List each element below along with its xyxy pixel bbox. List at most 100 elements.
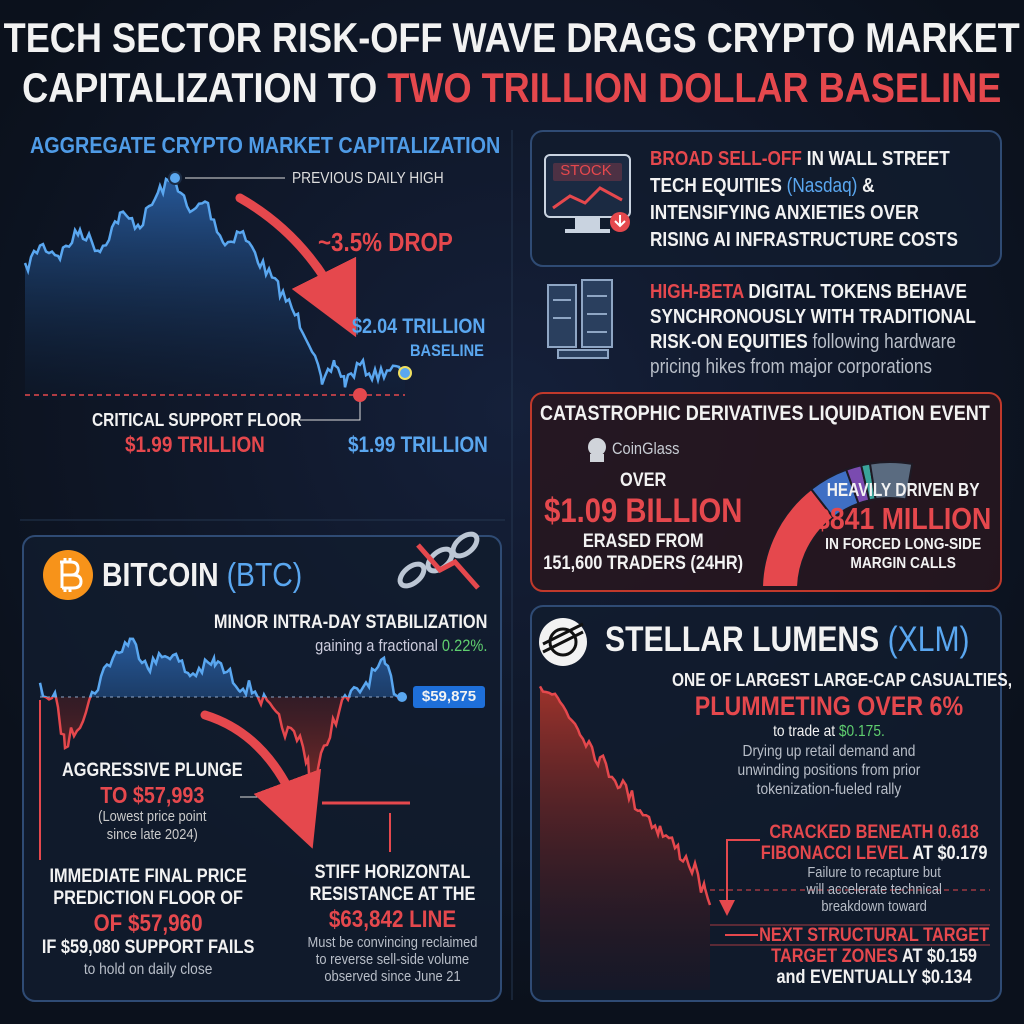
text-line: ONE OF LARGEST LARGE-CAP CASUALTIES, [672,670,1013,690]
text-line: STIFF HORIZONTAL [314,862,471,883]
coin-ticker: (XLM) [887,620,970,659]
text-line: NEXT STRUCTURAL TARGET [759,925,990,946]
text-line: TECH EQUITIES (Nasdaq) & [650,173,958,200]
server-icon [547,279,613,359]
text-line: HIGH-BETA DIGITAL TOKENS BEHAVE [650,280,976,305]
text-block: ONE OF LARGEST LARGE-CAP CASUALTIES, PLU… [672,670,1013,799]
big-number: PLUMMETING OVER 6% [694,691,964,721]
text-line: CRACKED BENEATH 0.618 [769,822,979,843]
annotation: $1.99 TRILLION [125,432,265,457]
text-line: Failure to recapture but [807,864,941,881]
text-block: BROAD SELL-OFF IN WALL STREET TECH EQUIT… [650,146,958,254]
text-line: (Lowest price point [98,808,207,826]
title-highlight: TWO TRILLION DOLLAR BASELINE [387,64,1002,111]
text-line: RISK-ON EQUITIES following hardware [650,330,976,355]
bitcoin-panel [22,535,502,1002]
annotation: $2.04 TRILLION [352,315,486,338]
text-block: HEAVILY DRIVEN BY $841 MILLION IN FORCED… [815,480,991,573]
coin-name: BITCOIN [102,556,219,593]
text-line: will accelerate technical [806,881,942,898]
big-number: $1.09 BILLION [544,491,743,530]
text: gaining a fractional [315,636,442,655]
title-line: CAPITALIZATION TO TWO TRILLION DOLLAR BA… [0,64,1023,112]
stock-icon [544,154,631,233]
text-line: FIBONACCI LEVEL AT $0.179 [758,843,990,864]
title-text: CAPITALIZATION TO [22,64,378,111]
text-block: IMMEDIATE FINAL PRICE PREDICTION FLOOR O… [32,866,264,981]
gauge-segment [868,461,914,501]
text-line: AGGRESSIVE PLUNGE [62,760,243,781]
text: DIGITAL TOKENS BEHAVE [743,281,967,303]
trace [538,685,712,906]
highlight: BROAD SELL-OFF [650,148,802,170]
big-number: TO $57,993 [100,781,205,808]
annotation: BASELINE [410,341,484,360]
annotation: gaining a fractional 0.22%. [60,636,487,656]
drop-arrow [235,193,357,338]
text-line: IMMEDIATE FINAL PRICE [49,866,247,887]
big-number: $841 MILLION [815,500,992,536]
text-block: AGGRESSIVE PLUNGE TO $57,993 (Lowest pri… [62,760,243,843]
text-line: INTENSIFYING ANXIETIES OVER [650,202,919,224]
text-line: IF $59,080 SUPPORT FAILS [41,937,255,958]
text-block: OVER $1.09 BILLION ERASED FROM 151,600 T… [540,470,746,575]
text-line: pricing hikes from major corporations [650,356,932,378]
coin-title: BITCOIN (BTC) [102,556,302,594]
text: AT $0.159 [897,946,978,967]
annotation: PREVIOUS DAILY HIGH [292,170,444,187]
text-line: to trade at $0.175. [672,721,986,742]
big-number: OF $57,960 [93,910,203,937]
text-line: unwinding positions from prior [737,762,921,779]
coinglass-logo [588,438,606,462]
text: TECH EQUITIES [650,175,787,197]
icon-label: STOCK [560,162,612,179]
annotation: CRITICAL SUPPORT FLOOR [92,410,302,430]
annotation: ~3.5% DROP [318,227,453,257]
text-block: NEXT STRUCTURAL TARGET TARGET ZONES AT $… [758,925,990,988]
annotation: $1.99 TRILLION [348,432,488,457]
title-line: TECH SECTOR RISK-OFF WAVE DRAGS CRYPTO M… [3,14,1020,61]
coin-name: STELLAR LUMENS [605,620,880,659]
coin-title: STELLAR LUMENS (XLM) [605,620,970,660]
text-line: and EVENTUALLY $0.134 [776,967,972,988]
text-line: tokenization-fueled rally [756,781,902,798]
text: to trade at [773,723,839,740]
area [40,638,402,697]
highlight: $0.175. [838,723,885,740]
stellar-logo [539,618,587,666]
price-marker [397,692,407,702]
text-block: HIGH-BETA DIGITAL TOKENS BEHAVE SYNCHRON… [650,280,976,380]
text-line: 151,600 TRADERS (24HR) [543,552,744,574]
big-number: $63,842 LINE [328,906,457,933]
text-block: CRACKED BENEATH 0.618 FIBONACCI LEVEL AT… [758,822,990,915]
text-line: MARGIN CALLS [850,554,956,572]
text-line: SYNCHRONOUSLY WITH TRADITIONAL [650,306,976,328]
text-line: to hold on daily close [83,961,213,978]
text-line: ERASED FROM [582,530,704,552]
coin-ticker: (BTC) [226,556,303,593]
source: CoinGlass [612,439,680,458]
text-line: Must be convincing reclaimed [307,934,478,951]
text-line: BROAD SELL-OFF IN WALL STREET [650,146,958,173]
text-line: HEAVILY DRIVEN BY [826,480,980,500]
text-line: RESISTANCE AT THE [309,884,476,905]
text-line: observed since June 21 [324,968,461,985]
text-block: STIFF HORIZONTAL RESISTANCE AT THE $63,8… [285,862,500,985]
area [540,686,710,990]
gauge [761,461,914,586]
pointer [719,839,760,916]
highlight: TARGET ZONES [771,946,898,967]
plunge-arrow [200,710,322,849]
bitcoin-logo [43,550,93,600]
text-line: Drying up retail demand and [742,743,916,760]
highlight: 0.22%. [441,636,488,655]
text: IN WALL STREET [801,148,950,170]
area [25,178,405,400]
text: AT $0.179 [908,843,988,864]
text: & [857,175,875,197]
current-marker [398,366,412,380]
text-line: IN FORCED LONG-SIDE [825,536,982,554]
text-line: PREDICTION FLOOR OF [53,888,243,909]
